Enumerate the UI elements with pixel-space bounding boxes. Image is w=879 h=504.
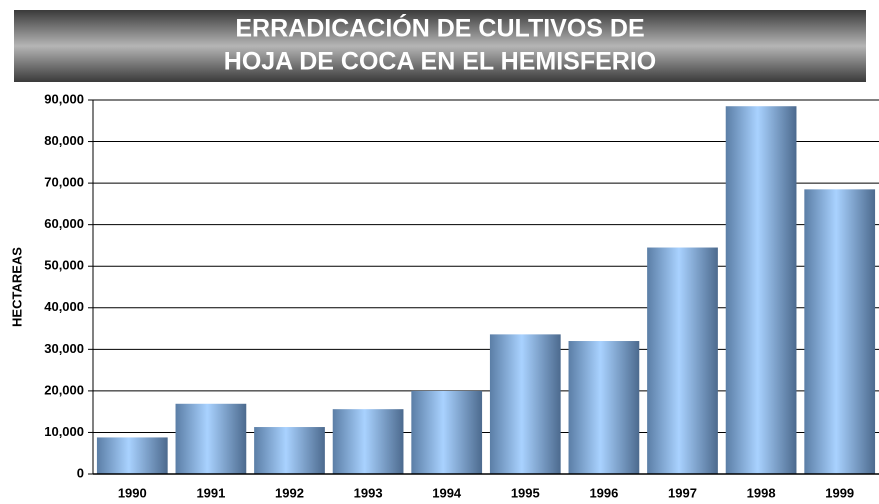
x-tick-label: 1996 bbox=[589, 485, 618, 500]
bar bbox=[647, 247, 718, 474]
bar bbox=[489, 334, 561, 474]
y-tick-label: 0 bbox=[77, 465, 84, 480]
x-tick-label: 1990 bbox=[118, 485, 147, 500]
y-tick-label: 80,000 bbox=[44, 133, 84, 148]
bar bbox=[725, 106, 797, 474]
bar bbox=[411, 390, 483, 474]
y-tick-label: 60,000 bbox=[44, 216, 84, 231]
y-axis-label: HECTAREAS bbox=[9, 247, 24, 327]
title-banner bbox=[14, 10, 866, 82]
y-tick-label: 40,000 bbox=[44, 299, 84, 314]
x-tick-label: 1993 bbox=[354, 485, 383, 500]
y-tick-label: 30,000 bbox=[44, 341, 84, 356]
y-tick-label: 90,000 bbox=[44, 91, 84, 106]
bar bbox=[332, 409, 404, 474]
x-tick-label: 1994 bbox=[432, 485, 462, 500]
bar bbox=[175, 403, 247, 474]
x-tick-label: 1995 bbox=[511, 485, 540, 500]
y-tick-label: 70,000 bbox=[44, 175, 84, 190]
y-tick-label: 20,000 bbox=[44, 382, 84, 397]
y-tick-label: 50,000 bbox=[44, 258, 84, 273]
x-tick-label: 1991 bbox=[196, 485, 225, 500]
chart-title: ERRADICACIÓN DE CULTIVOS DE bbox=[235, 13, 644, 43]
x-tick-label: 1992 bbox=[275, 485, 304, 500]
x-tick-label: 1998 bbox=[747, 485, 776, 500]
bar bbox=[804, 189, 876, 474]
x-tick-label: 1999 bbox=[825, 485, 854, 500]
chart-title: HOJA DE COCA EN EL HEMISFERIO bbox=[224, 48, 656, 76]
bar bbox=[568, 341, 640, 474]
bar bbox=[254, 427, 325, 474]
bar bbox=[96, 437, 168, 474]
y-tick-label: 10,000 bbox=[44, 424, 84, 439]
x-tick-label: 1997 bbox=[668, 485, 697, 500]
